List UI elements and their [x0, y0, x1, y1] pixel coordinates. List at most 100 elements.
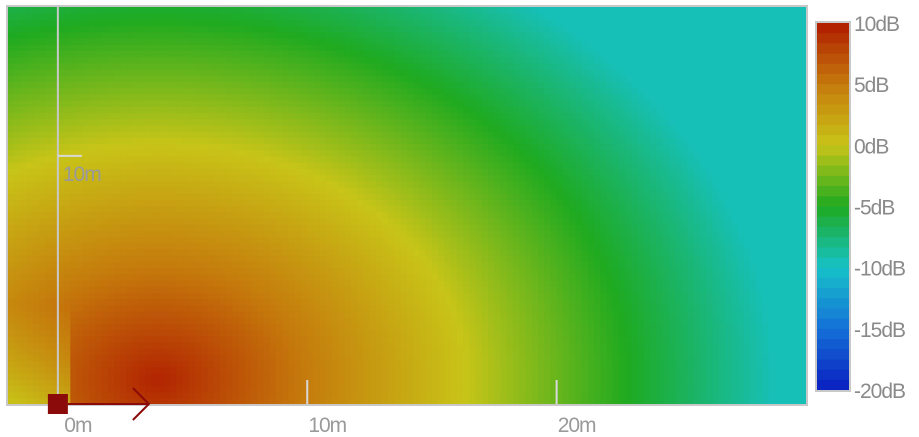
- heat-cell: [307, 162, 315, 169]
- heat-cell: [132, 286, 140, 293]
- heat-cell: [213, 69, 221, 76]
- heat-cell: [201, 304, 209, 312]
- heat-cell: [8, 199, 15, 207]
- heat-cell: [338, 335, 346, 343]
- heat-cell: [8, 186, 15, 194]
- heat-cell: [431, 81, 439, 89]
- heat-cell: [120, 118, 128, 126]
- heat-cell: [251, 38, 258, 45]
- heat-cell: [51, 180, 59, 188]
- heat-cell: [14, 267, 22, 275]
- heat-cell: [232, 174, 240, 182]
- heat-cell: [338, 100, 346, 107]
- heat-cell: [57, 7, 65, 14]
- heat-cell: [332, 106, 340, 114]
- heat-cell: [388, 50, 396, 58]
- heat-cell: [251, 205, 258, 213]
- heat-cell: [413, 348, 421, 355]
- heat-cell: [251, 310, 258, 318]
- heat-cell: [157, 87, 165, 95]
- heat-cell: [76, 317, 84, 324]
- heat-cell: [176, 13, 184, 20]
- heat-cell: [107, 69, 115, 76]
- heat-cell: [244, 205, 252, 213]
- heat-cell: [431, 304, 439, 312]
- heat-cell: [332, 168, 340, 176]
- heat-cell: [307, 93, 315, 101]
- heat-cell: [357, 162, 364, 169]
- heat-cell: [170, 298, 177, 306]
- heat-cell: [388, 286, 396, 293]
- heat-cell: [276, 149, 283, 157]
- heat-cell: [282, 310, 290, 318]
- heat-cell: [325, 50, 333, 58]
- heat-cell: [307, 279, 315, 287]
- heat-cell: [332, 143, 340, 151]
- heat-cell: [163, 112, 171, 120]
- heat-cell: [32, 174, 40, 182]
- heat-cell: [363, 25, 371, 33]
- heat-cell: [188, 354, 196, 362]
- heat-cell: [282, 13, 290, 20]
- heat-cell: [138, 112, 146, 120]
- heat-cell: [444, 87, 452, 95]
- heat-cell: [382, 31, 389, 39]
- heat-cell: [288, 317, 296, 324]
- heat-cell: [201, 31, 209, 39]
- heat-cell: [438, 255, 445, 262]
- heat-cell: [70, 279, 78, 287]
- heat-cell: [338, 7, 346, 14]
- heat-cell: [350, 217, 358, 225]
- heat-cell: [219, 360, 227, 368]
- heat-cell: [219, 255, 227, 262]
- heat-cell: [120, 273, 128, 281]
- heat-cell: [469, 267, 477, 275]
- heat-cell: [244, 193, 252, 200]
- heat-cell: [263, 69, 271, 76]
- heat-cell: [120, 25, 128, 33]
- heat-cell: [369, 62, 377, 70]
- heat-cell: [207, 385, 215, 393]
- heat-cell: [82, 230, 90, 238]
- heat-cell: [301, 298, 308, 306]
- heat-cell: [294, 360, 302, 368]
- heat-cell: [363, 360, 371, 368]
- heat-cell: [64, 335, 71, 343]
- heat-cell: [319, 69, 327, 76]
- heat-cell: [101, 143, 109, 151]
- heat-cell: [107, 155, 115, 163]
- heat-cell: [276, 137, 283, 145]
- heat-cell: [257, 360, 265, 368]
- heat-cell: [195, 44, 202, 52]
- heat-cell: [145, 279, 152, 287]
- heat-cell: [201, 354, 209, 362]
- heat-cell: [463, 31, 470, 39]
- heat-cell: [431, 391, 439, 399]
- heat-cell: [475, 286, 483, 293]
- heat-cell: [207, 193, 215, 200]
- heat-cell: [95, 81, 103, 89]
- heat-cell: [188, 106, 196, 114]
- heat-cell: [350, 38, 358, 45]
- heat-cell: [319, 397, 327, 404]
- heat-cell: [363, 124, 371, 132]
- heat-cell: [301, 224, 308, 231]
- heat-cell: [101, 261, 109, 269]
- heat-cell: [76, 261, 84, 269]
- heat-cell: [8, 162, 15, 169]
- heat-cell: [182, 211, 190, 219]
- heat-cell: [226, 162, 234, 169]
- heat-cell: [481, 255, 489, 262]
- heat-cell: [163, 341, 171, 349]
- heat-cell: [269, 273, 277, 281]
- heat-cell: [301, 62, 308, 70]
- heat-cell: [64, 205, 71, 213]
- heat-cell: [301, 143, 308, 151]
- heat-cell: [170, 279, 177, 287]
- heat-cell: [425, 317, 433, 324]
- heat-cell: [95, 236, 103, 244]
- heat-cell: [350, 273, 358, 281]
- heat-cell: [450, 87, 458, 95]
- heat-cell: [344, 38, 352, 45]
- heat-cell: [226, 143, 234, 151]
